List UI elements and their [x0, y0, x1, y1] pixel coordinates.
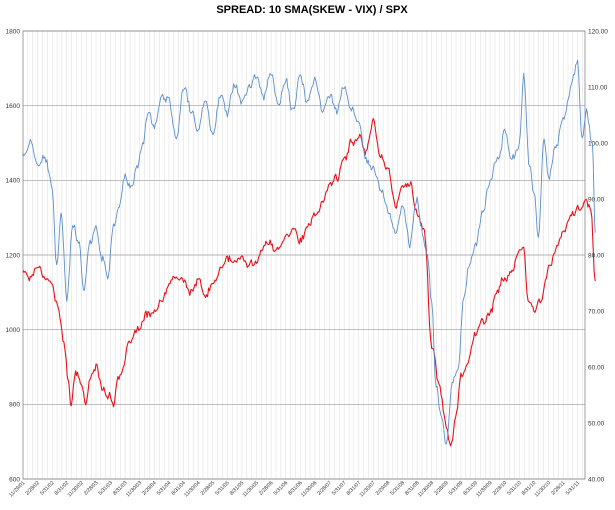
y-right-tick-label: 110.00 [588, 84, 608, 91]
y-right-tick-label: 80.00 [588, 252, 605, 259]
y-left-tick-label: 1800 [6, 28, 21, 35]
series-line-red [22, 117, 596, 447]
y-right-tick-label: 40.00 [588, 476, 605, 483]
x-tick-label: 5/31/11 [565, 480, 581, 496]
y-right-tick-label: 70.00 [588, 308, 605, 315]
x-tick-label: 2/28/03 [83, 480, 100, 497]
plot-frame [22, 30, 586, 480]
x-tick-label: 2/28/07 [316, 480, 333, 497]
y-right-tick-label: 100.00 [588, 140, 608, 147]
x-tick-label: 2/28/09 [433, 480, 450, 497]
y-left-tick-label: 1000 [6, 327, 21, 334]
x-tick-label: 5/31/03 [98, 480, 115, 497]
x-tick-label: 11/30/02 [67, 480, 85, 498]
x-tick-label: 2/28/10 [492, 480, 509, 497]
x-tick-label: 11/30/08 [417, 480, 435, 498]
chart-title: SPREAD: 10 SMA(SKEW - VIX) / SPX [216, 4, 408, 16]
x-tick-label: 11/30/07 [358, 480, 376, 498]
y-right-tick-label: 50.00 [588, 420, 605, 427]
horizontal-gridlines [23, 30, 585, 480]
x-tick-label: 2/28/05 [200, 480, 217, 497]
x-tick-label: 11/30/03 [125, 480, 143, 498]
series-layer [22, 59, 596, 447]
y-left-tick-label: 1600 [6, 103, 21, 110]
y-left-tick-label: 1200 [6, 252, 21, 259]
x-tick-label: 11/30/06 [300, 480, 318, 498]
y-axis-left: 600 800 1000 1200 1400 1600 1800 [6, 28, 21, 483]
x-tick-label: 5/31/07 [331, 480, 348, 497]
y-axis-right: 40.00 50.00 60.00 70.00 80.00 90.00 100.00 110.… [588, 28, 608, 483]
x-tick-label: 11/30/10 [534, 480, 552, 498]
y-right-tick-label: 120.00 [588, 28, 608, 35]
x-tick-label: 5/31/09 [448, 480, 465, 497]
x-tick-label: 5/31/02 [39, 480, 56, 497]
x-tick-label: 5/31/04 [156, 480, 173, 497]
y-right-tick-label: 60.00 [588, 364, 605, 371]
x-tick-label: 5/31/05 [214, 480, 231, 497]
x-tick-label: 11/30/09 [475, 480, 493, 498]
y-left-tick-label: 600 [9, 476, 20, 483]
x-tick-label: 2/29/08 [375, 480, 392, 497]
x-tick-label: 2/28/06 [258, 480, 275, 497]
y-left-tick-label: 800 [9, 402, 20, 409]
y-right-tick-label: 90.00 [588, 196, 605, 203]
x-tick-label: 11/30/05 [242, 480, 260, 498]
x-tick-label: 2/28/02 [25, 480, 42, 497]
y-left-tick-label: 1400 [6, 178, 21, 185]
x-tick-label: 2/29/04 [141, 480, 158, 497]
x-tick-label: 11/30/04 [183, 480, 201, 498]
x-tick-label: 5/31/08 [389, 480, 406, 497]
x-axis: 11/29/012/28/025/31/028/31/0211/30/022/2… [8, 480, 581, 498]
x-tick-label: 5/31/10 [506, 480, 523, 497]
x-tick-label: 2/28/11 [550, 480, 566, 496]
series-line-blue [22, 59, 596, 445]
x-tick-label: 5/31/06 [273, 480, 290, 497]
